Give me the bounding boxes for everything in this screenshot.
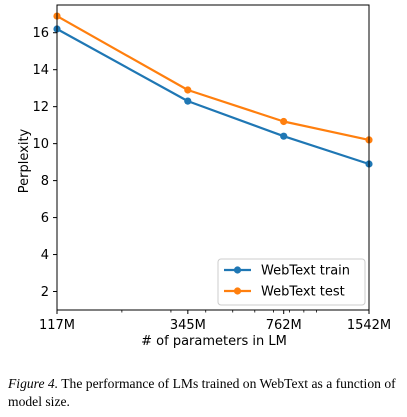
x-tick-label: 762M: [266, 318, 302, 333]
plot-frame: [56, 4, 370, 311]
series-2-point: [280, 117, 288, 126]
series-2-point: [184, 86, 192, 94]
y-axis-label: Perplexity: [17, 128, 32, 193]
figure-caption-text: The performance of LMs trained on WebTex…: [8, 376, 396, 409]
series-line-2: [56, 15, 370, 141]
x-tick-label: 345M: [170, 318, 206, 333]
legend: WebText train WebText test: [217, 258, 366, 306]
figure-caption: Figure 4. The performance of LMs trained…: [8, 375, 400, 411]
series-line-1: [56, 28, 370, 166]
x-axis-label: # of parameters in LM: [141, 334, 287, 349]
x-tick-label: 1542M: [347, 318, 391, 333]
x-tick-label: 117M: [39, 318, 75, 333]
legend-label-1: WebText train: [261, 264, 350, 279]
y-tick-label: 14: [32, 63, 49, 78]
series-1-point: [184, 97, 192, 105]
y-tick-label: 6: [41, 211, 49, 226]
perplexity-line-chart: 2 4 6 8 10 12 14 16 117M 345M 762M 1542M # of para…: [17, 4, 391, 349]
legend-swatch-marker: [233, 287, 242, 295]
y-tick-label: 12: [32, 100, 49, 115]
series-1-point: [280, 132, 288, 140]
legend-swatch-marker: [233, 266, 242, 274]
y-tick-label: 8: [41, 174, 49, 189]
y-tick-label: 16: [32, 26, 49, 41]
y-tick-label: 4: [41, 248, 49, 263]
y-tick-label: 10: [32, 137, 49, 152]
legend-label-2: WebText test: [261, 285, 345, 300]
figure-caption-label: Figure 4.: [8, 376, 59, 391]
y-tick-label: 2: [41, 285, 49, 300]
